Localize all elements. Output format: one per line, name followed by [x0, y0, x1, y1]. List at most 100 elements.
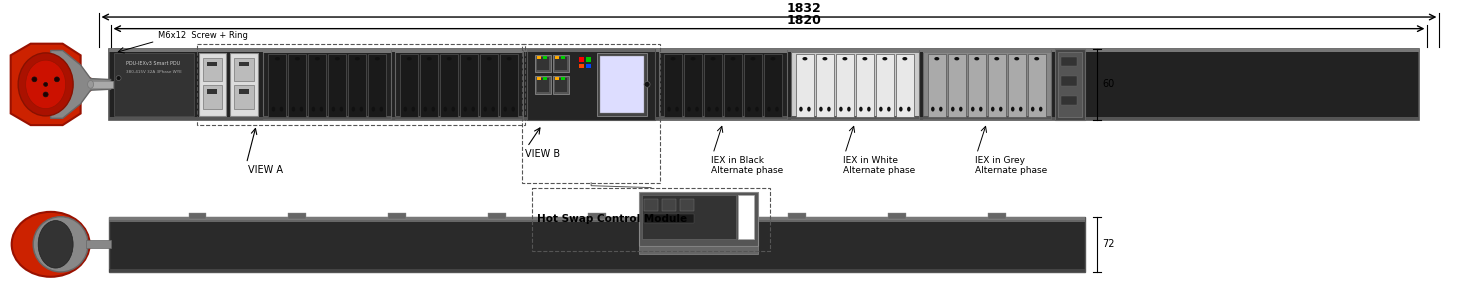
Bar [763, 54, 783, 117]
Bar [460, 54, 478, 117]
Ellipse shape [1014, 57, 1019, 60]
Bar [560, 56, 565, 59]
Bar [203, 58, 222, 81]
Text: 1820: 1820 [787, 14, 821, 27]
Bar [791, 116, 919, 119]
Bar [234, 85, 254, 109]
Ellipse shape [43, 92, 49, 97]
Ellipse shape [294, 57, 300, 60]
Bar [640, 193, 758, 246]
Text: 60: 60 [1103, 79, 1115, 89]
Ellipse shape [902, 57, 908, 60]
Ellipse shape [407, 57, 412, 60]
Ellipse shape [335, 57, 340, 60]
Ellipse shape [931, 107, 934, 112]
Ellipse shape [291, 107, 296, 112]
Bar [288, 213, 306, 219]
Ellipse shape [38, 221, 74, 268]
Bar [231, 53, 259, 116]
Bar [288, 54, 306, 117]
Bar [888, 213, 906, 219]
Bar [109, 49, 1420, 120]
Bar [109, 220, 1084, 222]
Bar [555, 78, 568, 92]
Bar [663, 54, 683, 117]
Ellipse shape [491, 107, 494, 112]
Ellipse shape [736, 107, 738, 112]
Bar [240, 89, 250, 94]
Bar [922, 116, 1050, 119]
Bar [560, 77, 565, 80]
Bar [535, 76, 552, 93]
Bar [537, 77, 541, 80]
Ellipse shape [463, 107, 466, 112]
Ellipse shape [952, 107, 955, 112]
Ellipse shape [991, 107, 994, 112]
Bar [1008, 54, 1025, 117]
Bar [421, 54, 438, 117]
Ellipse shape [484, 107, 487, 112]
Bar [796, 54, 813, 117]
Ellipse shape [466, 57, 472, 60]
Bar [440, 54, 459, 117]
Bar [643, 195, 736, 239]
Bar [744, 54, 762, 117]
Bar [987, 54, 1006, 117]
Bar [268, 54, 287, 117]
Ellipse shape [999, 107, 1003, 112]
Bar [240, 62, 250, 67]
Text: VIEW B: VIEW B [525, 149, 560, 159]
Ellipse shape [827, 107, 831, 112]
Ellipse shape [380, 107, 382, 112]
Bar [922, 50, 1050, 53]
Bar [537, 56, 541, 59]
Ellipse shape [331, 107, 335, 112]
Ellipse shape [880, 107, 883, 112]
Polygon shape [50, 50, 110, 118]
Ellipse shape [980, 107, 983, 112]
Text: PDU-IEXv3 Smart PDU: PDU-IEXv3 Smart PDU [125, 61, 179, 66]
Bar [537, 78, 549, 92]
Bar [600, 56, 644, 113]
Ellipse shape [444, 107, 447, 112]
Ellipse shape [1019, 107, 1022, 112]
Text: 1832: 1832 [787, 2, 821, 15]
Bar [543, 77, 547, 80]
Bar [527, 49, 655, 52]
Ellipse shape [88, 81, 94, 88]
Bar [234, 58, 254, 81]
Ellipse shape [12, 212, 90, 277]
Text: IEX in Black
Alternate phase: IEX in Black Alternate phase [710, 156, 783, 175]
Ellipse shape [403, 107, 407, 112]
Ellipse shape [750, 57, 756, 60]
Bar [896, 54, 913, 117]
Ellipse shape [424, 107, 427, 112]
Bar [263, 116, 391, 119]
Ellipse shape [487, 57, 491, 60]
Ellipse shape [427, 57, 432, 60]
Bar [109, 49, 1420, 52]
Ellipse shape [315, 57, 319, 60]
Ellipse shape [18, 53, 74, 116]
Ellipse shape [883, 57, 887, 60]
Bar [875, 54, 894, 117]
Bar [947, 54, 966, 117]
Bar [396, 50, 524, 53]
Bar [968, 54, 986, 117]
Ellipse shape [710, 57, 715, 60]
Bar [684, 54, 702, 117]
Ellipse shape [512, 107, 515, 112]
Bar [555, 57, 568, 70]
Text: M6x12  Screw + Ring: M6x12 Screw + Ring [157, 31, 247, 40]
Bar [738, 195, 755, 239]
Ellipse shape [859, 107, 862, 112]
Ellipse shape [452, 107, 455, 112]
Ellipse shape [747, 107, 750, 112]
Ellipse shape [352, 107, 355, 112]
Ellipse shape [803, 57, 808, 60]
Bar [533, 188, 769, 251]
Bar [659, 50, 787, 53]
Ellipse shape [775, 107, 778, 112]
Bar [553, 55, 569, 72]
Bar [203, 85, 222, 109]
